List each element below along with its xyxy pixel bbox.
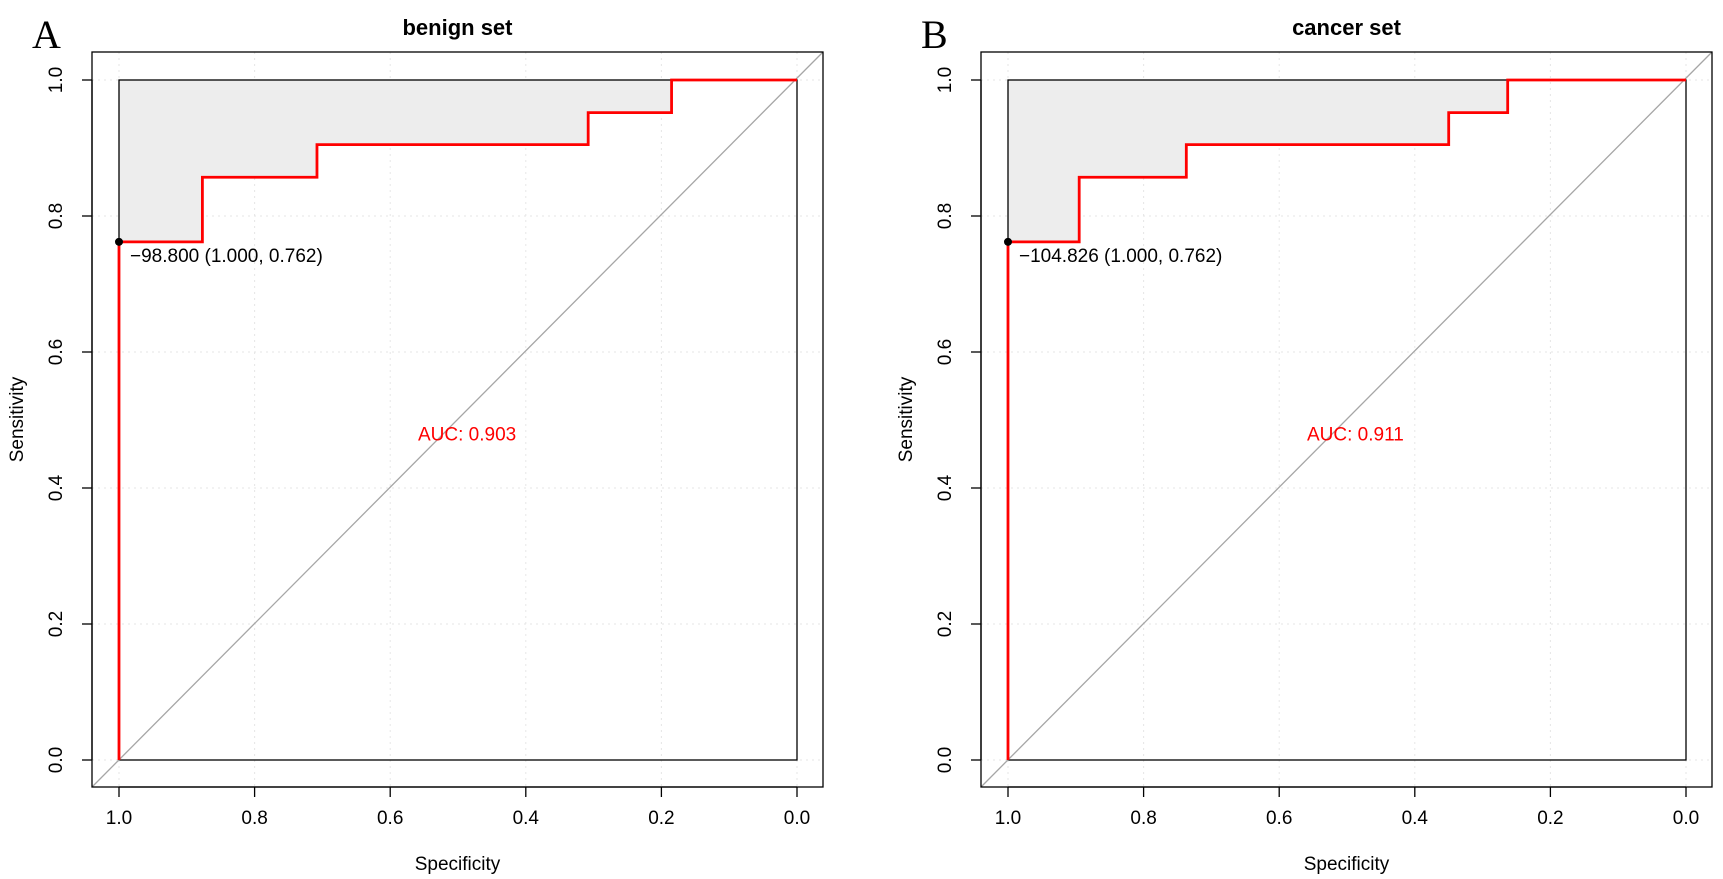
y-tick-label: 0.2 [46,611,67,637]
threshold-point [1004,237,1012,246]
x-tick-label: 0.6 [1266,808,1292,829]
x-tick-label: 0.2 [1537,808,1563,829]
y-tick-label: 0.4 [935,474,956,501]
auc-polygon [119,80,797,760]
chart-title: benign set [402,15,513,40]
threshold-point [115,237,123,246]
x-axis-label: Specificity [1304,854,1390,875]
x-tick-label: 1.0 [995,808,1021,829]
x-tick-label: 0.0 [784,808,810,829]
threshold-label: −98.800 (1.000, 0.762) [130,246,323,267]
roc-panel-a: 1.0 0.8 0.6 0.4 0.2 0.0 0.0 0.2 0.4 0.6 0.8 1.0 Spec… [7,12,824,875]
roc-panel-b: 1.0 0.8 0.6 0.4 0.2 0.0 0.0 0.2 0.4 0.6 0.8 1.0 Spec… [896,12,1713,875]
x-tick-label: 0.8 [1130,808,1156,829]
x-tick-label: 0.8 [241,808,267,829]
panel-letter: A [32,12,61,57]
auc-label: AUC: 0.903 [418,425,516,446]
x-tick-label: 1.0 [106,808,132,829]
y-tick-label: 0.6 [935,339,956,365]
y-tick-label: 0.4 [46,474,67,501]
x-tick-label: 0.0 [1673,808,1699,829]
chance-diagonal [91,51,824,788]
auc-polygon [1008,80,1686,760]
y-tick-label: 0.2 [935,611,956,637]
panel-letter: B [921,12,948,57]
auc-label: AUC: 0.911 [1307,425,1404,446]
x-tick-label: 0.6 [377,808,403,829]
x-axis-label: Specificity [415,854,501,875]
y-tick-label: 1.0 [46,67,67,93]
y-axis-label: Sensitivity [7,376,28,462]
x-tick-label: 0.4 [1402,808,1429,829]
chance-diagonal [980,51,1713,788]
y-tick-label: 0.6 [46,339,67,365]
y-tick-label: 1.0 [935,67,956,93]
roc-curve [117,78,797,760]
y-tick-label: 0.0 [46,747,67,773]
y-tick-label: 0.8 [46,203,67,229]
roc-curve [1006,78,1686,760]
x-tick-label: 0.2 [648,808,674,829]
y-axis-label: Sensitivity [896,376,917,462]
y-tick-label: 0.8 [935,203,956,229]
x-tick-label: 0.4 [513,808,540,829]
y-tick-label: 0.0 [935,747,956,773]
threshold-label: −104.826 (1.000, 0.762) [1019,246,1222,267]
chart-title: cancer set [1292,15,1402,40]
